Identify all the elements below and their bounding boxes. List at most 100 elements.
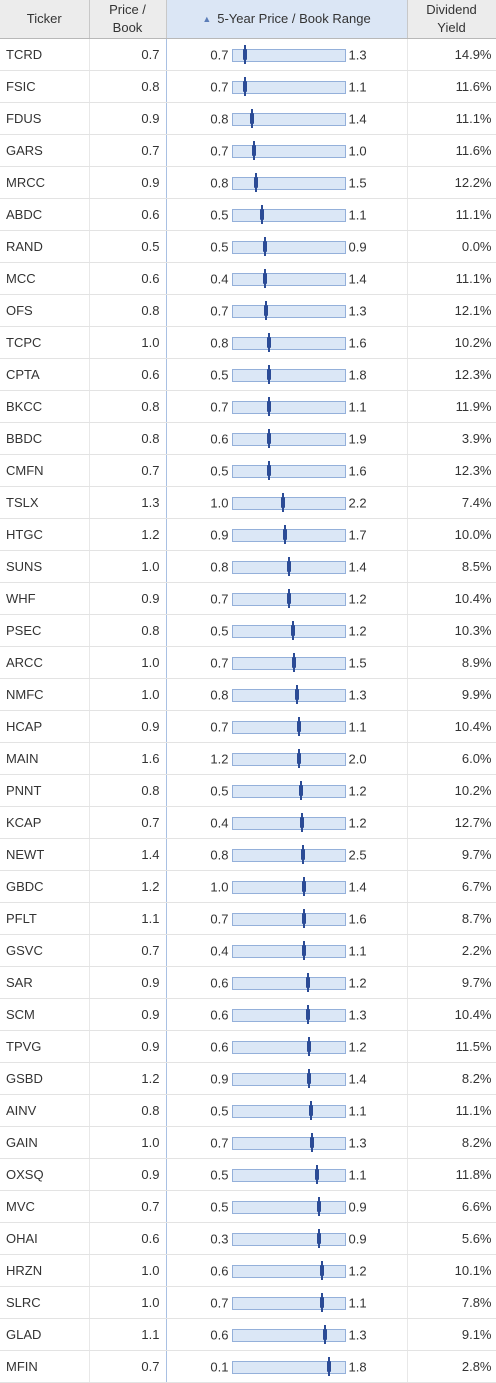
ticker-symbol: FSIC: [6, 79, 36, 94]
table-row[interactable]: HTGC 1.2 0.9 1.7 10.0%: [0, 518, 496, 551]
table-row[interactable]: TCRD 0.7 0.7 1.3 14.9%: [0, 38, 496, 71]
current-position-marker: [267, 364, 272, 384]
ticker-symbol: OXSQ: [6, 1167, 44, 1182]
current-position-marker: [290, 620, 295, 640]
range-high-value: 1.2: [348, 1039, 367, 1054]
table-row[interactable]: MFIN 0.7 0.1 1.8 2.8%: [0, 1350, 496, 1383]
dividend-yield-value: 12.3%: [454, 367, 492, 382]
table-row[interactable]: WHF 0.9 0.7 1.2 10.4%: [0, 582, 496, 615]
table-row[interactable]: GLAD 1.1 0.6 1.3 9.1%: [0, 1318, 496, 1351]
table-row[interactable]: MAIN 1.6 1.2 2.0 6.0%: [0, 742, 496, 775]
price-book-value: 1.0: [141, 1295, 160, 1310]
table-row[interactable]: GBDC 1.2 1.0 1.4 6.7%: [0, 870, 496, 903]
range-bar: [231, 300, 346, 320]
col-header-price-book[interactable]: Price / Book: [89, 0, 167, 39]
range-cell: 0.4 1.2: [166, 806, 408, 839]
dividend-yield-value: 12.7%: [454, 815, 492, 830]
table-row[interactable]: NEWT 1.4 0.8 2.5 9.7%: [0, 838, 496, 871]
table-row[interactable]: BKCC 0.8 0.7 1.1 11.9%: [0, 390, 496, 423]
dividend-yield-cell: 9.7%: [407, 966, 496, 999]
table-row[interactable]: PSEC 0.8 0.5 1.2 10.3%: [0, 614, 496, 647]
col-header-dividend-yield[interactable]: Dividend Yield: [407, 0, 496, 39]
dividend-yield-value: 10.4%: [454, 591, 492, 606]
current-position-marker: [292, 652, 297, 672]
table-row[interactable]: TPVG 0.9 0.6 1.2 11.5%: [0, 1030, 496, 1063]
price-book-value: 0.6: [141, 271, 160, 286]
ticker-symbol: FDUS: [6, 111, 42, 126]
price-book-value: 1.1: [141, 1327, 160, 1342]
ticker-symbol: WHF: [6, 591, 36, 606]
range-bar: [231, 940, 346, 960]
price-book-value: 1.2: [141, 527, 160, 542]
ticker-symbol: SUNS: [6, 559, 43, 574]
table-row[interactable]: BBDC 0.8 0.6 1.9 3.9%: [0, 422, 496, 455]
ticker-symbol: CMFN: [6, 463, 44, 478]
table-row[interactable]: GARS 0.7 0.7 1.0 11.6%: [0, 134, 496, 167]
table-row[interactable]: SUNS 1.0 0.8 1.4 8.5%: [0, 550, 496, 583]
price-book-cell: 0.9: [89, 966, 167, 999]
table-row[interactable]: CPTA 0.6 0.5 1.8 12.3%: [0, 358, 496, 391]
current-position-marker: [264, 300, 269, 320]
table-row[interactable]: GSVC 0.7 0.4 1.1 2.2%: [0, 934, 496, 967]
table-row[interactable]: HCAP 0.9 0.7 1.1 10.4%: [0, 710, 496, 743]
range-high-value: 1.9: [348, 431, 367, 446]
table-row[interactable]: MVC 0.7 0.5 0.9 6.6%: [0, 1190, 496, 1223]
table-row[interactable]: GSBD 1.2 0.9 1.4 8.2%: [0, 1062, 496, 1095]
ticker-cell: CPTA: [0, 358, 90, 391]
current-position-marker: [283, 524, 288, 544]
ticker-cell: PNNT: [0, 774, 90, 807]
ticker-cell: SCM: [0, 998, 90, 1031]
ticker-cell: GBDC: [0, 870, 90, 903]
current-position-marker: [320, 1260, 325, 1280]
table-row[interactable]: HRZN 1.0 0.6 1.2 10.1%: [0, 1254, 496, 1287]
current-position-marker: [298, 780, 303, 800]
price-book-value: 0.9: [141, 591, 160, 606]
table-row[interactable]: FSIC 0.8 0.7 1.1 11.6%: [0, 70, 496, 103]
current-position-marker: [295, 684, 300, 704]
table-row[interactable]: SCM 0.9 0.6 1.3 10.4%: [0, 998, 496, 1031]
col-header-5yr-range[interactable]: ▲ 5-Year Price / Book Range: [166, 0, 408, 39]
table-row[interactable]: CMFN 0.7 0.5 1.6 12.3%: [0, 454, 496, 487]
table-row[interactable]: NMFC 1.0 0.8 1.3 9.9%: [0, 678, 496, 711]
range-high-value: 0.9: [348, 1199, 367, 1214]
range-high-value: 1.8: [348, 1359, 367, 1374]
range-high-value: 1.4: [348, 879, 367, 894]
price-book-cell: 0.6: [89, 198, 167, 231]
table-row[interactable]: SAR 0.9 0.6 1.2 9.7%: [0, 966, 496, 999]
dividend-yield-cell: 11.1%: [407, 102, 496, 135]
range-low-value: 0.7: [210, 719, 229, 734]
table-row[interactable]: KCAP 0.7 0.4 1.2 12.7%: [0, 806, 496, 839]
price-book-cell: 1.0: [89, 646, 167, 679]
dividend-yield-value: 8.9%: [461, 655, 492, 670]
range-low-value: 0.6: [210, 975, 229, 990]
price-book-value: 0.8: [141, 79, 160, 94]
table-row[interactable]: PNNT 0.8 0.5 1.2 10.2%: [0, 774, 496, 807]
table-row[interactable]: AINV 0.8 0.5 1.1 11.1%: [0, 1094, 496, 1127]
ticker-symbol: GSBD: [6, 1071, 43, 1086]
dividend-yield-value: 8.5%: [461, 559, 492, 574]
table-row[interactable]: SLRC 1.0 0.7 1.1 7.8%: [0, 1286, 496, 1319]
col-header-ticker[interactable]: Ticker: [0, 0, 90, 39]
table-row[interactable]: GAIN 1.0 0.7 1.3 8.2%: [0, 1126, 496, 1159]
table-row[interactable]: PFLT 1.1 0.7 1.6 8.7%: [0, 902, 496, 935]
table-row[interactable]: OXSQ 0.9 0.5 1.1 11.8%: [0, 1158, 496, 1191]
current-position-marker: [316, 1196, 321, 1216]
ticker-cell: OXSQ: [0, 1158, 90, 1191]
table-row[interactable]: MCC 0.6 0.4 1.4 11.1%: [0, 262, 496, 295]
table-row[interactable]: MRCC 0.9 0.8 1.5 12.2%: [0, 166, 496, 199]
table-row[interactable]: ARCC 1.0 0.7 1.5 8.9%: [0, 646, 496, 679]
current-position-marker: [308, 1100, 313, 1120]
price-book-value: 0.9: [141, 1039, 160, 1054]
table-row[interactable]: OHAI 0.6 0.3 0.9 5.6%: [0, 1222, 496, 1255]
table-row[interactable]: OFS 0.8 0.7 1.3 12.1%: [0, 294, 496, 327]
table-row[interactable]: ABDC 0.6 0.5 1.1 11.1%: [0, 198, 496, 231]
table-row[interactable]: TSLX 1.3 1.0 2.2 7.4%: [0, 486, 496, 519]
current-position-marker: [262, 268, 267, 288]
range-bar: [231, 108, 346, 128]
table-row[interactable]: TCPC 1.0 0.8 1.6 10.2%: [0, 326, 496, 359]
range-bar: [231, 44, 346, 64]
table-row[interactable]: FDUS 0.9 0.8 1.4 11.1%: [0, 102, 496, 135]
table-row[interactable]: RAND 0.5 0.5 0.9 0.0%: [0, 230, 496, 263]
current-position-marker: [286, 588, 291, 608]
current-position-marker: [302, 908, 307, 928]
